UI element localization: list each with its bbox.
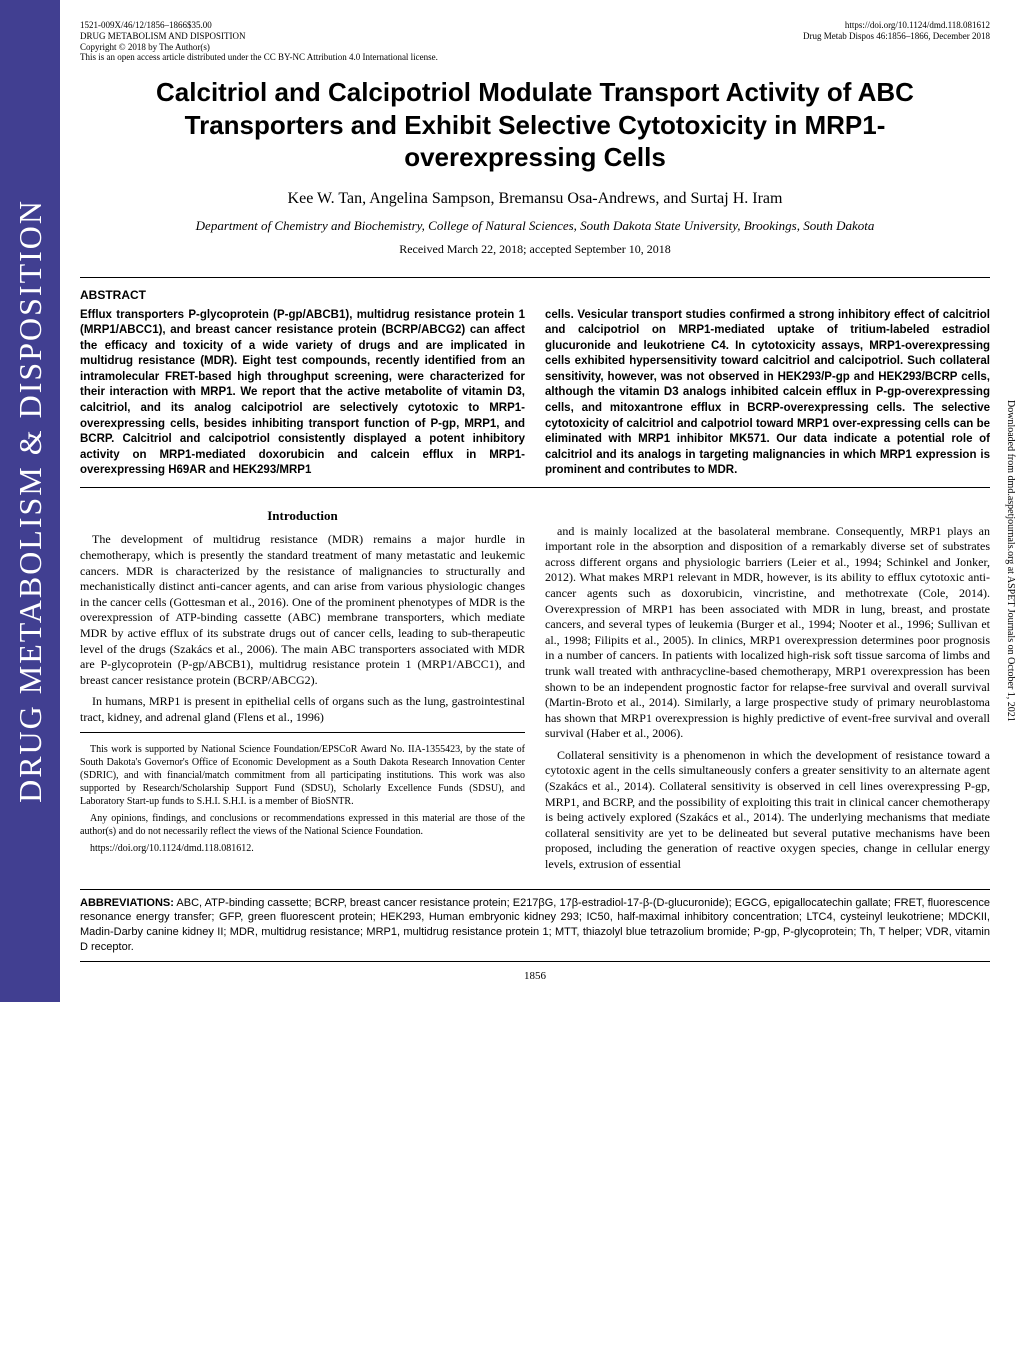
divider [80, 277, 990, 278]
body-col2-p2: Collateral sensitivity is a phenomenon i… [545, 748, 990, 873]
copyright-line: Copyright © 2018 by The Author(s) [80, 42, 246, 53]
journal-name: DRUG METABOLISM AND DISPOSITION [80, 31, 246, 42]
affiliation: Department of Chemistry and Biochemistry… [80, 218, 990, 234]
page-content: Downloaded from dmd.aspetjournals.org at… [60, 0, 1020, 1002]
header-meta: 1521-009X/46/12/1856–1866$35.00 DRUG MET… [80, 20, 990, 52]
abbreviations-label: ABBREVIATIONS: [80, 897, 174, 909]
article-title: Calcitriol and Calcipotriol Modulate Tra… [120, 76, 950, 174]
body-col2: and is mainly localized at the basolater… [545, 494, 990, 879]
funding-p1: This work is supported by National Scien… [80, 743, 525, 808]
intro-p1: The development of multidrug resistance … [80, 532, 525, 688]
body-col1: Introduction The development of multidru… [80, 494, 525, 879]
abstract-col2: cells. Vesicular transport studies confi… [545, 308, 990, 479]
authors: Kee W. Tan, Angelina Sampson, Bremansu O… [80, 190, 990, 208]
doi-link[interactable]: https://doi.org/10.1124/dmd.118.081612 [803, 20, 990, 31]
header-meta-right: https://doi.org/10.1124/dmd.118.081612 D… [803, 20, 990, 52]
body-col2-p1: and is mainly localized at the basolater… [545, 524, 990, 742]
issn-line: 1521-009X/46/12/1856–1866$35.00 [80, 20, 246, 31]
license-line: This is an open access article distribut… [80, 52, 990, 62]
body-columns: Introduction The development of multidru… [80, 494, 990, 879]
divider [80, 732, 525, 733]
abbreviations-text: ABC, ATP-binding cassette; BCRP, breast … [80, 897, 990, 954]
funding-block: This work is supported by National Scien… [80, 743, 525, 855]
funding-p2: Any opinions, findings, and conclusions … [80, 812, 525, 838]
journal-sidebar: DRUG METABOLISM & DISPOSITION [0, 0, 60, 1002]
page-number: 1856 [80, 970, 990, 982]
journal-title-vertical: DRUG METABOLISM & DISPOSITION [12, 199, 49, 803]
header-meta-left: 1521-009X/46/12/1856–1866$35.00 DRUG MET… [80, 20, 246, 52]
download-watermark: Downloaded from dmd.aspetjournals.org at… [1005, 400, 1016, 722]
funding-doi[interactable]: https://doi.org/10.1124/dmd.118.081612. [80, 842, 525, 855]
intro-heading: Introduction [80, 508, 525, 525]
submission-dates: Received March 22, 2018; accepted Septem… [80, 242, 990, 257]
divider [80, 487, 990, 488]
abstract-heading: ABSTRACT [80, 288, 990, 302]
abbreviations-box: ABBREVIATIONS: ABC, ATP-binding cassette… [80, 889, 990, 962]
abstract-col1: Efflux transporters P-glycoprotein (P-gp… [80, 308, 525, 479]
citation-line: Drug Metab Dispos 46:1856–1866, December… [803, 31, 990, 42]
abstract-body: Efflux transporters P-glycoprotein (P-gp… [80, 308, 990, 479]
intro-p2: In humans, MRP1 is present in epithelial… [80, 694, 525, 725]
